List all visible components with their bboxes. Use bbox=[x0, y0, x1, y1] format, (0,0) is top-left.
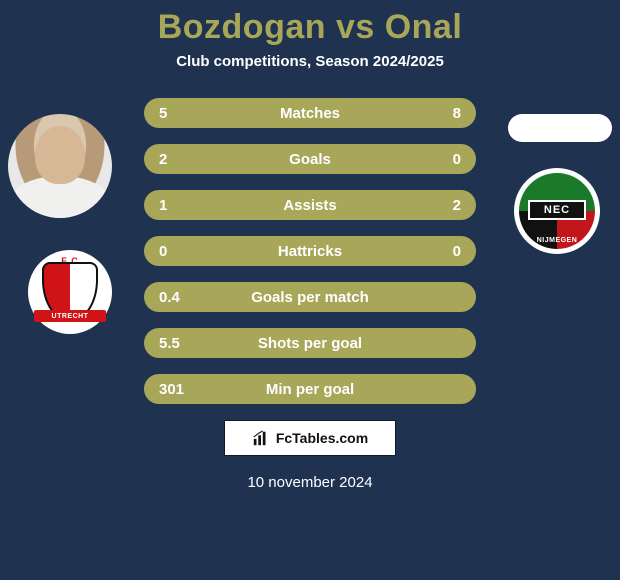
stat-label: Goals per match bbox=[145, 289, 475, 306]
club-right-code: NEC bbox=[528, 200, 586, 220]
stat-right: 0 bbox=[431, 243, 461, 260]
stat-row: 2 Goals 0 bbox=[144, 144, 476, 174]
stat-left: 2 bbox=[159, 151, 189, 168]
stat-label: Hattricks bbox=[145, 243, 475, 260]
player-left-photo bbox=[8, 114, 112, 218]
stat-left: 301 bbox=[159, 381, 189, 398]
page-subtitle: Club competitions, Season 2024/2025 bbox=[0, 53, 620, 70]
stat-label: Shots per goal bbox=[145, 335, 475, 352]
comparison-panel: F C UTRECHT NEC NIJMEGEN 5 Matches 8 2 G… bbox=[0, 98, 620, 491]
stat-label: Matches bbox=[145, 105, 475, 122]
club-left-name: UTRECHT bbox=[34, 310, 106, 322]
stat-label: Assists bbox=[145, 197, 475, 214]
source-chip[interactable]: FcTables.com bbox=[224, 420, 396, 456]
stat-row: 5 Matches 8 bbox=[144, 98, 476, 128]
page-title: Bozdogan vs Onal bbox=[0, 0, 620, 47]
stat-left: 5.5 bbox=[159, 335, 189, 352]
player-right-placeholder bbox=[508, 114, 612, 142]
stat-bars: 5 Matches 8 2 Goals 0 1 Assists 2 0 Hatt… bbox=[144, 98, 476, 404]
stat-right: 8 bbox=[431, 105, 461, 122]
stat-row: 1 Assists 2 bbox=[144, 190, 476, 220]
stat-row: 301 Min per goal bbox=[144, 374, 476, 404]
stat-left: 0 bbox=[159, 243, 189, 260]
club-logo-left: F C UTRECHT bbox=[28, 250, 112, 334]
date-label: 10 november 2024 bbox=[0, 474, 620, 491]
stat-row: 0.4 Goals per match bbox=[144, 282, 476, 312]
stat-right: 2 bbox=[431, 197, 461, 214]
stat-label: Min per goal bbox=[145, 381, 475, 398]
stat-row: 0 Hattricks 0 bbox=[144, 236, 476, 266]
stat-left: 1 bbox=[159, 197, 189, 214]
source-label: FcTables.com bbox=[276, 430, 368, 446]
bars-icon bbox=[252, 429, 270, 447]
stat-right: 0 bbox=[431, 151, 461, 168]
stat-left: 0.4 bbox=[159, 289, 189, 306]
club-right-city: NIJMEGEN bbox=[514, 237, 600, 244]
stat-row: 5.5 Shots per goal bbox=[144, 328, 476, 358]
stat-left: 5 bbox=[159, 105, 189, 122]
stat-label: Goals bbox=[145, 151, 475, 168]
club-logo-right: NEC NIJMEGEN bbox=[514, 168, 600, 254]
